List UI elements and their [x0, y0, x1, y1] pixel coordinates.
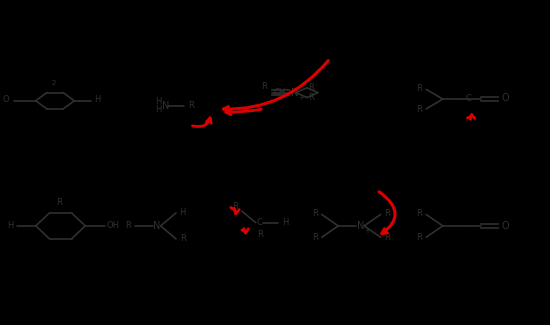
FancyArrowPatch shape [242, 228, 248, 233]
Text: N: N [290, 88, 298, 97]
Text: O: O [2, 95, 9, 104]
Text: O: O [501, 94, 509, 103]
Text: R: R [416, 84, 422, 93]
Text: R: R [312, 209, 317, 218]
FancyArrowPatch shape [379, 192, 395, 234]
FancyArrowPatch shape [192, 118, 211, 126]
Text: R: R [189, 101, 194, 110]
Text: R: R [384, 233, 390, 242]
Text: R: R [312, 233, 317, 242]
FancyArrowPatch shape [468, 115, 475, 119]
Text: 2: 2 [52, 80, 56, 86]
Text: H: H [282, 218, 288, 227]
Text: N: N [356, 221, 364, 231]
FancyArrowPatch shape [231, 207, 239, 214]
FancyArrowPatch shape [223, 61, 328, 112]
Text: R: R [416, 209, 422, 218]
FancyArrowPatch shape [226, 109, 261, 115]
Text: R: R [257, 230, 262, 239]
Text: N: N [153, 221, 161, 231]
Text: R: R [57, 198, 62, 207]
Text: R: R [308, 93, 314, 102]
Text: +: + [299, 95, 304, 100]
Text: C: C [466, 94, 471, 103]
Text: R: R [233, 202, 238, 211]
Text: H: H [7, 221, 13, 230]
Text: R: R [416, 233, 422, 242]
Text: N: N [162, 101, 170, 111]
Text: H: H [155, 97, 162, 106]
Text: H: H [94, 95, 101, 104]
Text: R: R [384, 209, 390, 218]
Text: CH: CH [273, 88, 285, 97]
Text: R: R [125, 221, 130, 230]
Text: R: R [308, 83, 314, 92]
Text: R: R [416, 105, 422, 114]
Text: C: C [257, 218, 262, 227]
Text: H: H [155, 105, 162, 114]
Text: O: O [501, 221, 509, 231]
Text: H: H [179, 208, 186, 217]
Text: OH: OH [106, 221, 119, 230]
Text: +: + [365, 228, 370, 234]
Text: R: R [261, 82, 267, 91]
Text: R: R [180, 234, 185, 243]
